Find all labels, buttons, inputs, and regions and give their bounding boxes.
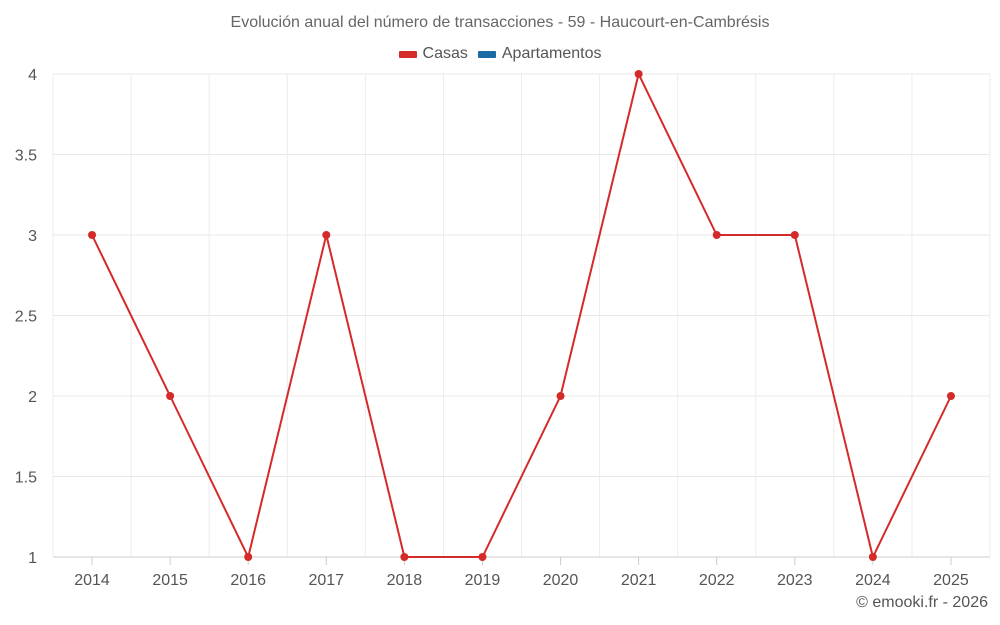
x-tick-label-8: 2022 [699, 572, 735, 589]
data-point-casas-2017 [322, 231, 331, 239]
x-tick-label-7: 2021 [621, 572, 657, 589]
data-point-casas-2022 [712, 231, 721, 239]
legend-label-apartamentos: Apartamentos [501, 45, 602, 62]
x-tick-label-0: 2014 [74, 572, 110, 589]
data-point-casas-2019 [478, 553, 487, 561]
x-tick-label-1: 2015 [152, 572, 188, 589]
x-tick-label-5: 2019 [465, 572, 501, 589]
legend-swatch-casas [398, 50, 417, 58]
y-tick-label-3: 2.5 [15, 309, 37, 326]
legend: Casas Apartamentos [0, 45, 1000, 63]
y-tick-label-2: 2 [28, 389, 37, 406]
y-tick-label-4: 3 [28, 228, 37, 245]
legend-label-casas: Casas [422, 45, 468, 62]
data-point-casas-2015 [166, 392, 175, 400]
chart-title: Evolución anual del número de transaccio… [230, 14, 770, 31]
legend-item-casas[interactable]: Casas [398, 45, 468, 63]
x-tick-label-2: 2016 [230, 572, 266, 589]
legend-swatch-apartamentos [477, 50, 496, 58]
y-tick-label-1: 1.5 [15, 470, 37, 487]
x-tick-label-10: 2024 [855, 572, 891, 589]
series-line-casas [91, 71, 952, 560]
x-tick-label-9: 2023 [777, 572, 813, 589]
axis-layer [53, 556, 990, 565]
data-point-casas-2024 [868, 553, 877, 561]
series-layer [88, 70, 955, 561]
y-tick-label-0: 1 [28, 550, 37, 567]
data-point-casas-2018 [400, 553, 409, 561]
data-point-casas-2021 [634, 70, 643, 78]
data-point-casas-2020 [556, 392, 565, 400]
x-tick-label-4: 2018 [387, 572, 423, 589]
y-tick-label-5: 3.5 [15, 148, 37, 165]
data-point-casas-2014 [88, 231, 97, 239]
data-point-casas-2025 [946, 392, 955, 400]
y-tick-label-6: 4 [28, 67, 37, 84]
tick-layer: 1 1.5 2 2.5 3 3.5 4 2014 2015 2016 2017 2018 2019 202… [15, 67, 969, 589]
x-tick-label-3: 2017 [308, 572, 344, 589]
x-tick-label-6: 2020 [543, 572, 579, 589]
grid-layer [52, 73, 991, 557]
data-point-casas-2016 [244, 553, 253, 561]
credit-text: © emooki.fr - 2026 [856, 594, 988, 611]
legend-item-apartamentos[interactable]: Apartamentos [477, 45, 602, 63]
x-tick-label-11: 2025 [933, 572, 969, 589]
data-point-casas-2023 [790, 231, 799, 239]
